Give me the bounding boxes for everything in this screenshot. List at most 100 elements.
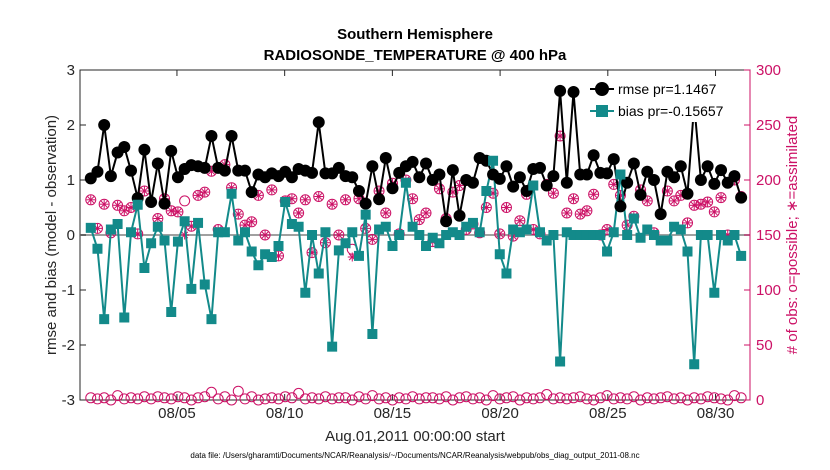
obs-possible-point bbox=[98, 392, 110, 404]
rmse-point bbox=[621, 176, 634, 189]
rmse-point bbox=[218, 164, 231, 177]
rmse-point bbox=[332, 161, 345, 174]
bias-point bbox=[581, 230, 592, 240]
obs-possible-point bbox=[340, 194, 352, 206]
obs-possible-point bbox=[574, 208, 586, 220]
obs-assimilated-point bbox=[408, 194, 418, 204]
obs-assimilated-point bbox=[260, 230, 270, 240]
rmse-point bbox=[440, 215, 453, 228]
obs-assimilated-point bbox=[99, 199, 109, 209]
bias-point bbox=[501, 268, 512, 279]
rmse-point bbox=[694, 174, 707, 186]
rmse-point bbox=[138, 143, 151, 156]
rmse-point bbox=[654, 208, 667, 221]
axis-ticks: 08/05 08/10 08/15 08/20 08/25 08/30 -3 -2 -1 0 1 2 3… bbox=[62, 62, 781, 422]
obs-possible-point bbox=[112, 390, 124, 402]
rmse-point bbox=[601, 167, 614, 180]
obs-possible-point bbox=[199, 186, 211, 198]
bias-point bbox=[186, 283, 197, 294]
obs-possible-point bbox=[614, 392, 626, 404]
bias-point bbox=[307, 230, 318, 240]
obs-possible-point bbox=[413, 393, 425, 405]
bias-point bbox=[394, 230, 405, 240]
rmse-point bbox=[171, 171, 184, 184]
obs-possible-point bbox=[232, 208, 244, 220]
obs-possible-point bbox=[715, 393, 727, 405]
obs-possible-point bbox=[628, 391, 640, 403]
bias-point bbox=[421, 241, 432, 251]
obs-possible-point bbox=[500, 202, 512, 213]
obs-possible-point bbox=[668, 393, 680, 405]
obs-possible-point bbox=[266, 392, 278, 404]
rmse-point bbox=[587, 149, 600, 162]
obs-assimilated-point bbox=[153, 214, 163, 223]
obs-possible-point bbox=[675, 392, 687, 404]
obs-possible-point bbox=[179, 392, 191, 404]
bias-point bbox=[347, 227, 358, 238]
obs-possible-point bbox=[172, 391, 184, 403]
rmse-point bbox=[493, 172, 506, 185]
obs-possible-point bbox=[340, 392, 352, 404]
rmse-point bbox=[379, 152, 392, 164]
obs-assimilated-point bbox=[669, 196, 679, 206]
bias-point bbox=[675, 224, 686, 235]
bias-point bbox=[528, 180, 539, 191]
bias-point bbox=[488, 155, 499, 166]
obs-possible-point bbox=[273, 393, 285, 405]
rmse-point bbox=[607, 153, 620, 166]
obs-possible-point bbox=[648, 393, 660, 405]
series-markers bbox=[84, 84, 748, 370]
bias-point bbox=[159, 235, 170, 246]
rmse-point bbox=[145, 196, 158, 208]
obs-assimilated-point bbox=[575, 209, 585, 219]
obs-possible-point bbox=[239, 393, 251, 405]
bias-point bbox=[320, 227, 331, 238]
obs-possible-point bbox=[521, 392, 533, 404]
obs-possible-point bbox=[682, 217, 694, 229]
rmse-point bbox=[91, 165, 104, 178]
obs-possible-point bbox=[708, 392, 720, 404]
y-tick-label-left: 0 bbox=[67, 227, 75, 244]
obs-possible-point bbox=[407, 391, 419, 403]
chart-title: Southern Hemisphere bbox=[337, 26, 493, 43]
obs-assimilated-point bbox=[200, 187, 210, 197]
obs-assimilated-point bbox=[86, 195, 96, 205]
rmse-point bbox=[285, 171, 298, 184]
obs-possible-point bbox=[393, 392, 405, 404]
y-tick-label-left: -1 bbox=[62, 282, 75, 299]
rmse-point bbox=[554, 84, 567, 97]
obs-possible-point bbox=[326, 393, 338, 405]
bias-point bbox=[655, 235, 666, 246]
obs-possible-point bbox=[85, 194, 97, 206]
rmse-point bbox=[614, 200, 627, 213]
obs-assimilated-point bbox=[562, 208, 572, 218]
obs-possible-point bbox=[641, 392, 653, 404]
obs-possible-point bbox=[232, 385, 244, 397]
obs-possible-point bbox=[313, 393, 325, 405]
rmse-point bbox=[735, 191, 748, 204]
obs-possible-point bbox=[266, 184, 278, 196]
bias-point bbox=[474, 227, 485, 238]
obs-possible-point bbox=[474, 392, 486, 404]
rmse-point bbox=[198, 161, 211, 174]
bias-point bbox=[313, 268, 324, 279]
obs-possible-point bbox=[246, 216, 258, 228]
legend-rmse-marker bbox=[595, 82, 609, 96]
obs-possible-point bbox=[98, 198, 110, 210]
obs-possible-point bbox=[661, 185, 673, 197]
data-file-footnote: data file: /Users/gharamti/Documents/NCA… bbox=[190, 451, 639, 460]
obs-possible-point bbox=[454, 392, 466, 404]
y-axis-label-right: # of obs: o=possible; ∗=assimilated bbox=[784, 116, 801, 355]
obs-possible-point bbox=[118, 205, 130, 217]
obs-possible-point bbox=[91, 393, 103, 405]
obs-possible-point bbox=[420, 392, 432, 404]
obs-possible-point bbox=[380, 392, 392, 404]
bias-point bbox=[642, 224, 653, 235]
bias-point bbox=[595, 230, 606, 240]
rmse-point bbox=[420, 157, 433, 170]
bias-point bbox=[172, 236, 183, 247]
bias-point bbox=[266, 252, 277, 262]
rmse-point bbox=[98, 119, 111, 131]
bias-point bbox=[239, 227, 250, 238]
obs-assimilated-point bbox=[367, 234, 377, 244]
